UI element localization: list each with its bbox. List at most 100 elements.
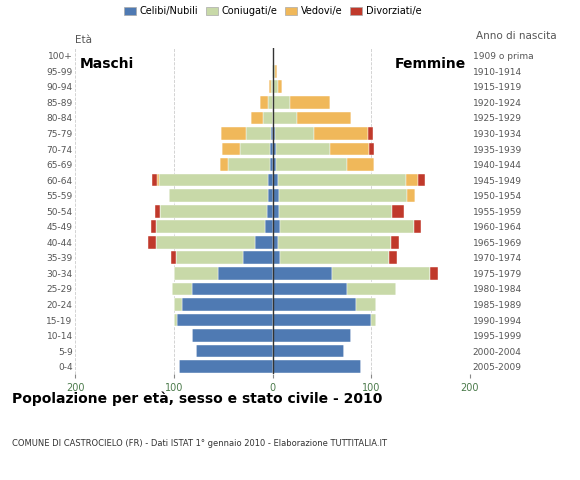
Bar xyxy=(273,267,332,280)
Bar xyxy=(240,143,270,156)
Bar xyxy=(260,96,268,109)
Bar xyxy=(192,283,273,295)
Bar xyxy=(278,205,392,217)
Bar xyxy=(274,127,314,140)
Bar xyxy=(278,174,406,187)
Bar xyxy=(155,205,160,217)
Bar xyxy=(271,81,273,93)
Bar xyxy=(278,81,282,93)
Bar xyxy=(151,220,156,233)
Bar xyxy=(269,81,271,93)
Bar xyxy=(169,189,268,202)
Bar xyxy=(273,205,278,217)
Text: Maschi: Maschi xyxy=(79,57,133,71)
Bar xyxy=(273,127,274,140)
Bar xyxy=(222,127,246,140)
Bar xyxy=(156,220,264,233)
Bar xyxy=(268,189,273,202)
Bar xyxy=(278,236,391,249)
Bar xyxy=(228,158,270,171)
Bar xyxy=(273,189,278,202)
Bar xyxy=(174,267,219,280)
Bar xyxy=(219,267,273,280)
Bar xyxy=(271,65,273,78)
Bar xyxy=(273,174,278,187)
Bar xyxy=(160,205,267,217)
Bar xyxy=(392,205,404,217)
Bar xyxy=(157,174,160,187)
Bar xyxy=(369,143,374,156)
Bar xyxy=(347,158,374,171)
Bar xyxy=(174,298,182,311)
Bar xyxy=(281,220,414,233)
Bar xyxy=(273,298,356,311)
Bar xyxy=(171,252,176,264)
Text: Femmine: Femmine xyxy=(394,57,466,71)
Bar xyxy=(156,236,255,249)
Bar xyxy=(195,345,273,358)
Bar xyxy=(276,143,330,156)
Bar xyxy=(243,252,273,264)
Bar xyxy=(332,267,430,280)
Bar xyxy=(273,329,351,342)
Bar xyxy=(389,252,397,264)
Bar xyxy=(273,360,361,373)
Bar xyxy=(246,127,271,140)
Bar xyxy=(270,143,273,156)
Bar xyxy=(177,313,273,326)
Bar xyxy=(179,360,273,373)
Bar xyxy=(356,298,376,311)
Bar xyxy=(418,174,426,187)
Legend: Celibi/Nubili, Coniugati/e, Vedovi/e, Divorziati/e: Celibi/Nubili, Coniugati/e, Vedovi/e, Di… xyxy=(120,2,425,20)
Bar xyxy=(371,313,376,326)
Bar xyxy=(153,174,157,187)
Bar xyxy=(414,220,422,233)
Bar xyxy=(406,174,418,187)
Bar xyxy=(273,158,275,171)
Bar xyxy=(160,174,268,187)
Bar xyxy=(148,236,156,249)
Bar xyxy=(268,96,273,109)
Bar xyxy=(271,127,273,140)
Bar xyxy=(222,143,240,156)
Bar xyxy=(273,111,297,124)
Bar xyxy=(273,81,278,93)
Bar xyxy=(368,127,373,140)
Bar xyxy=(267,205,273,217)
Bar xyxy=(273,283,347,295)
Bar xyxy=(347,283,396,295)
Text: Età: Età xyxy=(75,35,92,45)
Bar xyxy=(264,220,273,233)
Bar xyxy=(273,65,274,78)
Bar xyxy=(330,143,369,156)
Bar xyxy=(172,283,192,295)
Bar xyxy=(291,96,330,109)
Bar xyxy=(407,189,415,202)
Bar xyxy=(255,236,273,249)
Bar xyxy=(182,298,273,311)
Bar xyxy=(273,220,281,233)
Bar xyxy=(273,236,278,249)
Bar xyxy=(263,111,273,124)
Bar xyxy=(273,143,275,156)
Bar xyxy=(273,96,291,109)
Bar xyxy=(251,111,263,124)
Bar xyxy=(274,65,277,78)
Bar xyxy=(273,252,281,264)
Bar xyxy=(192,329,273,342)
Bar xyxy=(273,345,343,358)
Bar xyxy=(273,313,371,326)
Bar xyxy=(268,174,273,187)
Text: Anno di nascita: Anno di nascita xyxy=(476,31,556,41)
Bar xyxy=(276,158,347,171)
Bar xyxy=(270,158,273,171)
Text: COMUNE DI CASTROCIELO (FR) - Dati ISTAT 1° gennaio 2010 - Elaborazione TUTTITALI: COMUNE DI CASTROCIELO (FR) - Dati ISTAT … xyxy=(12,439,387,448)
Bar xyxy=(220,158,229,171)
Bar xyxy=(174,313,177,326)
Text: Popolazione per età, sesso e stato civile - 2010: Popolazione per età, sesso e stato civil… xyxy=(12,391,382,406)
Bar xyxy=(281,252,389,264)
Bar xyxy=(391,236,399,249)
Bar xyxy=(297,111,351,124)
Bar xyxy=(314,127,368,140)
Bar xyxy=(430,267,438,280)
